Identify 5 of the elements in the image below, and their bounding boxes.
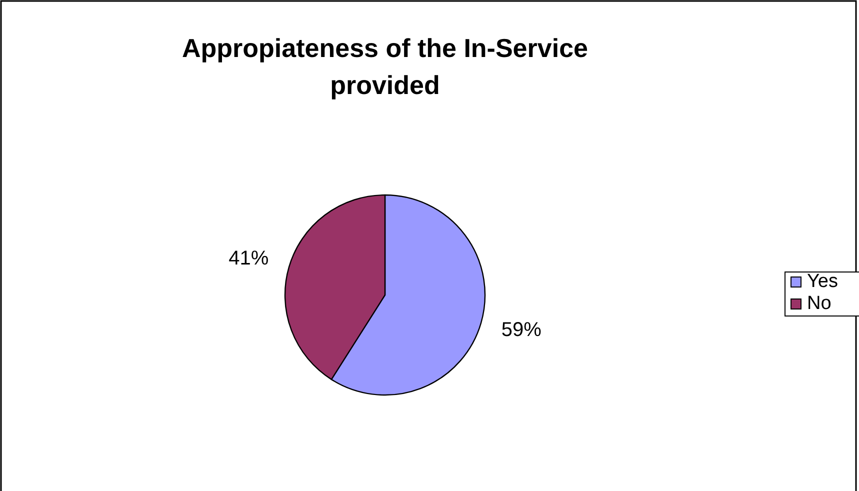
data-label: 59%: [501, 318, 542, 341]
legend-label: Yes: [807, 271, 838, 292]
chart-title: Appropiateness of the In-Service provided: [182, 33, 588, 100]
legend-label: No: [807, 293, 832, 314]
data-label: 41%: [228, 248, 269, 270]
